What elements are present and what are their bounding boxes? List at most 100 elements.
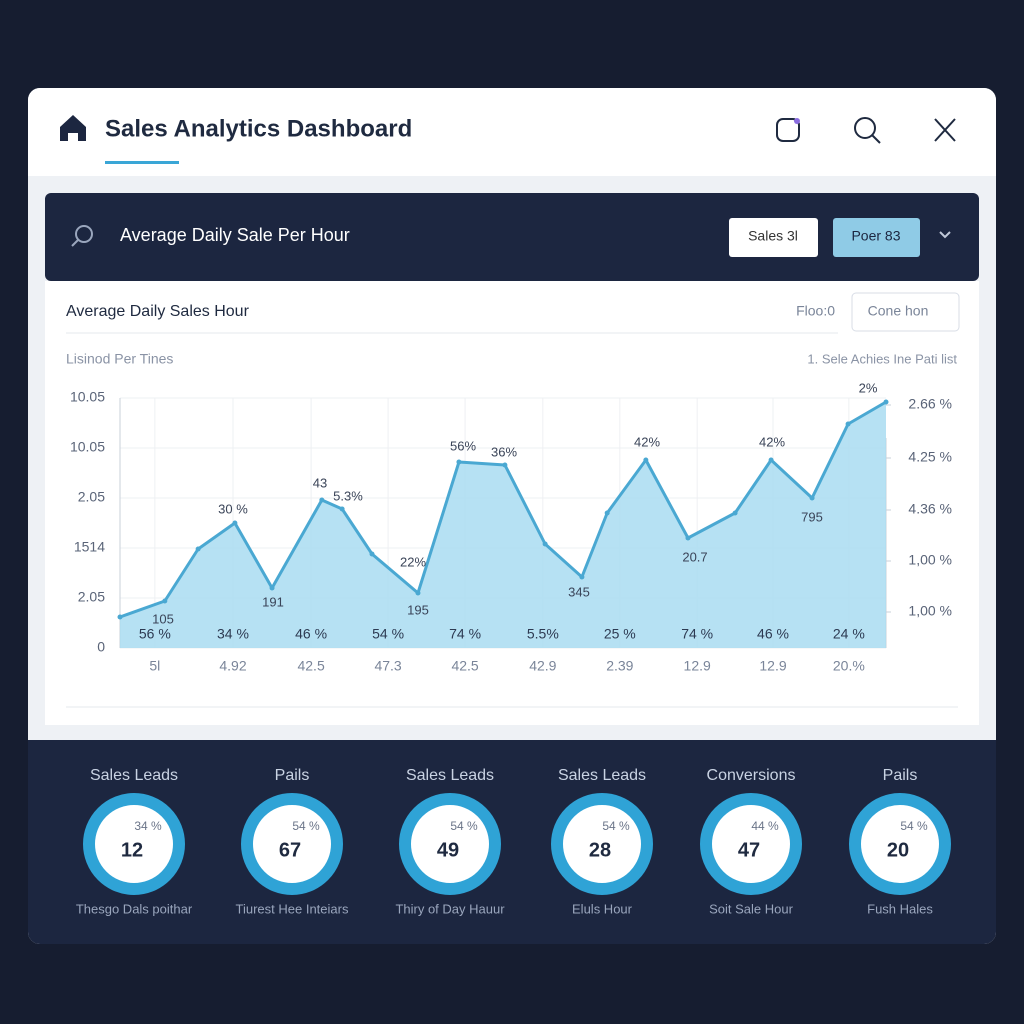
kpi-value: 49 (437, 839, 459, 861)
annotation: 30 % (218, 501, 248, 516)
button[interactable] (833, 218, 920, 257)
y-tick-label: 2.05 (78, 589, 105, 605)
kpi-value: 67 (279, 839, 301, 861)
kpi-ring (399, 793, 501, 895)
annotation: 2% (859, 380, 878, 395)
kpi-title: Pails (275, 767, 310, 784)
area-label: 34 % (217, 626, 249, 642)
dropdown-label[interactable]: Cone hon (868, 303, 929, 319)
notify-dot (794, 118, 800, 124)
point (883, 399, 889, 405)
y2-tick-label: 2.66 % (908, 396, 952, 412)
annotation: 56% (450, 438, 476, 453)
x-tick-label: 12.9 (759, 658, 786, 674)
x-tick-label: 42.5 (297, 658, 324, 674)
x-tick-label: 4.92 (219, 658, 246, 674)
y-tick-label: 10.05 (70, 439, 105, 455)
area-label: 56 % (139, 626, 171, 642)
home-icon[interactable] (60, 115, 86, 141)
chevron[interactable] (939, 231, 951, 239)
x-tick-label: 47.3 (374, 658, 401, 674)
y-axis-label: Lisinod Per Tines (66, 351, 173, 367)
panel-search-icon[interactable] (75, 225, 93, 243)
button-label[interactable]: Poer 83 (851, 228, 900, 244)
y-tick-label: 2.05 (78, 489, 105, 505)
y-tick-label: 1514 (74, 539, 105, 555)
x-tick-label: 20.% (833, 658, 865, 674)
area-label: 46 % (295, 626, 327, 642)
kpi-title: Conversions (707, 767, 796, 784)
point (415, 590, 421, 596)
point (809, 495, 815, 501)
kpi-caption: Thesgo Dals poithar (76, 901, 193, 916)
kpi-percent: 44 % (751, 819, 779, 833)
search-icon[interactable] (854, 117, 876, 139)
header-bar (28, 88, 996, 176)
search-handle (871, 134, 881, 144)
kpi-caption: Tiurest Hee Inteiars (236, 901, 349, 916)
close-icon[interactable] (934, 118, 956, 142)
area-label: 46 % (757, 626, 789, 642)
area-label: 25 % (604, 626, 636, 642)
point (162, 598, 168, 604)
x-tick-label: 42.5 (451, 658, 478, 674)
annotation: 42% (634, 434, 660, 449)
kpi-title: Sales Leads (558, 767, 646, 784)
annotation: 5.3% (333, 488, 363, 503)
annotation: 195 (407, 602, 429, 617)
point (685, 535, 691, 541)
point (542, 541, 548, 547)
kpi-caption: Thiry of Day Hauur (395, 901, 505, 916)
kpi-value: 28 (589, 839, 611, 861)
x-tick-label: 12.9 (684, 658, 711, 674)
point (117, 614, 123, 620)
kpi-percent: 54 % (900, 819, 928, 833)
notify-icon[interactable] (776, 118, 800, 142)
point (195, 546, 201, 552)
point (319, 497, 325, 503)
annotation: 795 (801, 509, 823, 524)
kpi-caption: Fush Hales (867, 901, 933, 916)
title-underline (105, 161, 179, 164)
point (369, 551, 375, 557)
kpi-title: Sales Leads (406, 767, 494, 784)
panel-search-handle (71, 239, 79, 247)
annotation: 191 (262, 594, 284, 609)
area (120, 402, 886, 648)
kpi-percent: 54 % (292, 819, 320, 833)
button-label[interactable]: Sales 3l (748, 228, 798, 244)
annotation: 22% (400, 554, 426, 569)
dropdown[interactable] (851, 292, 960, 332)
kpi-row: Sales Leads 34 % 12 Thesgo Dals poithar Pail… (76, 767, 951, 916)
area-label: 24 % (833, 626, 865, 642)
filter-label: Floo:0 (796, 303, 835, 319)
kpi-ring (551, 793, 653, 895)
area-label: 74 % (449, 626, 481, 642)
annotation: 43 (313, 475, 327, 490)
kpi-title: Sales Leads (90, 767, 178, 784)
y2-tick-label: 4.36 % (908, 501, 952, 517)
y-tick-label: 10.05 (70, 389, 105, 405)
point (732, 510, 738, 516)
kpi-ring (241, 793, 343, 895)
point (643, 457, 649, 463)
kpi-caption: Eluls Hour (572, 901, 633, 916)
kpi-ring (83, 793, 185, 895)
y2-axis-label: 1. Sele Achies Ine Pati list (807, 351, 957, 366)
kpi-caption: Soit Sale Hour (709, 901, 793, 916)
panel-title: Average Daily Sale Per Hour (120, 225, 350, 245)
annotation: 105 (152, 611, 174, 626)
button[interactable] (729, 218, 818, 257)
y-tick-label: 0 (97, 639, 105, 655)
x-tick-label: 2.39 (606, 658, 633, 674)
annotation: 345 (568, 584, 590, 599)
kpi-ring (700, 793, 802, 895)
point (845, 421, 851, 427)
point (232, 520, 238, 526)
y2-tick-label: 1,00 % (908, 552, 952, 568)
point (579, 574, 585, 580)
point (456, 459, 462, 465)
kpi-percent: 54 % (602, 819, 630, 833)
